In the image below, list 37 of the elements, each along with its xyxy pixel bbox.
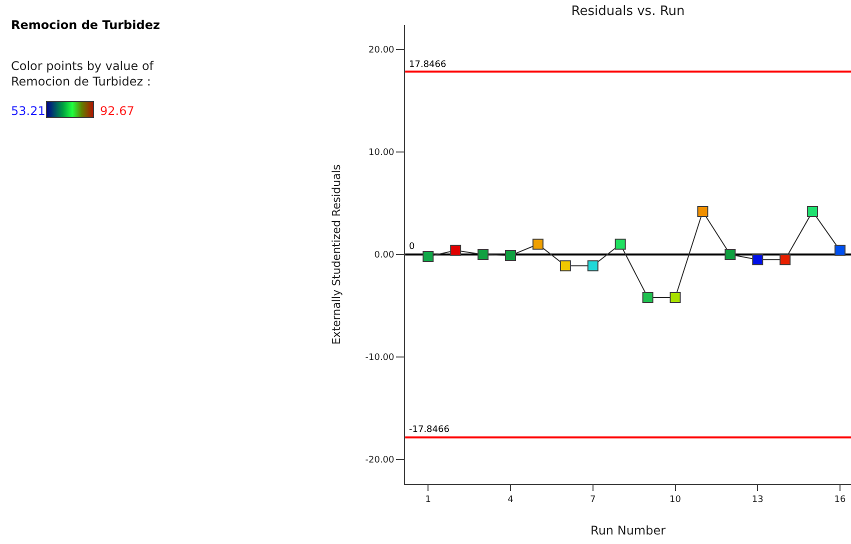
- ref-line-label: 0: [409, 242, 415, 252]
- ref-line-label: -17.8466: [409, 425, 450, 435]
- point: [560, 260, 571, 272]
- x-tick-label: 13: [752, 494, 764, 505]
- text: Color points by value of Remocion de Turbidez :: [11, 59, 154, 89]
- x-tick-label: 1: [425, 494, 432, 505]
- point: [532, 238, 544, 250]
- text: 53.21: [11, 104, 46, 118]
- point: [422, 251, 434, 262]
- x-axis-title: Run Number: [590, 524, 666, 538]
- x-tick-label: 7: [590, 494, 596, 505]
- point: [478, 249, 489, 260]
- point: [642, 292, 654, 304]
- chart-title: Residuals vs. Run: [571, 4, 685, 20]
- text: Remocion de Turbidez: [11, 18, 160, 32]
- y-tick-label: -20.00: [365, 456, 395, 466]
- point: [450, 244, 462, 256]
- y-tick-label: 20.00: [368, 46, 395, 56]
- ref-line-label: 17.8466: [409, 60, 446, 70]
- point: [807, 206, 818, 217]
- point: [614, 238, 626, 250]
- y-tick-label: 10.00: [368, 148, 395, 158]
- x-tick-label: 16: [834, 494, 846, 505]
- point: [697, 206, 708, 217]
- y-tick-label: -10.00: [365, 353, 395, 364]
- point: [505, 250, 516, 262]
- point: [587, 260, 598, 272]
- x-tick-label: 4: [508, 494, 514, 505]
- x-tick-label: 10: [670, 494, 682, 505]
- point: [752, 254, 764, 266]
- text: 92.67: [100, 104, 134, 118]
- y-axis-title: Externally Studentized Residuals: [330, 164, 343, 345]
- point: [780, 254, 791, 266]
- y-tick-label: 0.00: [374, 250, 395, 261]
- point: [670, 292, 681, 304]
- point: [834, 244, 846, 256]
- point: [724, 249, 736, 260]
